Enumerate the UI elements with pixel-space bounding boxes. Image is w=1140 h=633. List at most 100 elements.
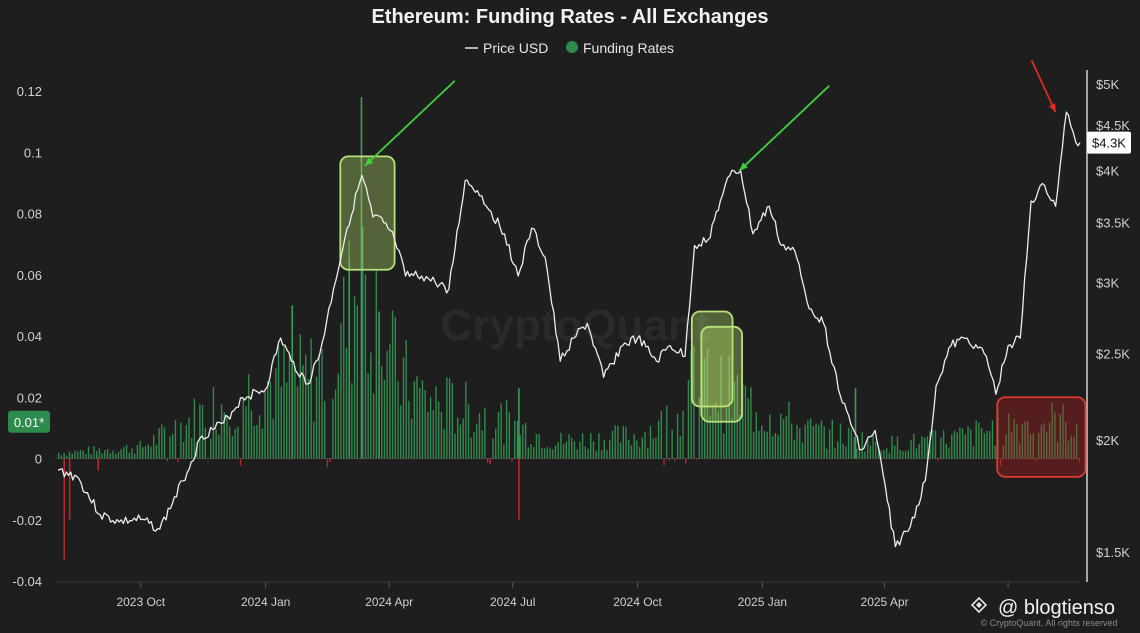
funding-bar bbox=[633, 434, 635, 459]
legend-price-label[interactable]: Price USD bbox=[483, 40, 548, 56]
green-highlight-box bbox=[700, 325, 743, 423]
funding-bar bbox=[766, 431, 768, 459]
funding-bar bbox=[429, 397, 432, 459]
green-arrow-head bbox=[739, 162, 748, 171]
funding-bar bbox=[63, 452, 65, 459]
funding-spike bbox=[518, 458, 520, 520]
funding-bar bbox=[269, 381, 272, 459]
funding-bar bbox=[777, 434, 779, 459]
funding-bar bbox=[87, 446, 90, 459]
funding-bar bbox=[375, 270, 377, 459]
funding-bar bbox=[98, 448, 101, 459]
funding-bar bbox=[598, 433, 600, 459]
funding-bar bbox=[538, 434, 540, 459]
funding-bar bbox=[397, 381, 399, 459]
funding-bar bbox=[432, 410, 434, 459]
funding-bar bbox=[755, 412, 758, 459]
legend[interactable]: Price USD Funding Rates bbox=[465, 40, 674, 56]
funding-bar bbox=[416, 376, 418, 459]
funding-bar bbox=[714, 402, 717, 459]
x-tick-label: 2025 Apr bbox=[861, 595, 909, 609]
funding-bar bbox=[839, 423, 842, 459]
funding-bar bbox=[351, 383, 353, 459]
funding-bar bbox=[614, 425, 616, 459]
funding-bar bbox=[343, 276, 345, 459]
funding-bar bbox=[1008, 413, 1010, 459]
funding-bar bbox=[421, 380, 424, 459]
funding-bar bbox=[326, 458, 329, 468]
funding-bar bbox=[161, 424, 163, 459]
funding-bar bbox=[410, 418, 413, 459]
author-handle: @ blogtienso bbox=[998, 597, 1115, 619]
funding-bar bbox=[622, 425, 625, 459]
funding-bar bbox=[780, 413, 782, 459]
funding-bar bbox=[657, 420, 660, 459]
funding-bar bbox=[638, 447, 641, 459]
funding-bar bbox=[1070, 435, 1072, 459]
funding-bar bbox=[90, 454, 92, 459]
funding-bar bbox=[478, 413, 481, 459]
funding-bar bbox=[508, 412, 511, 459]
funding-bar bbox=[1021, 423, 1024, 459]
funding-bar bbox=[220, 404, 223, 459]
funding-bar bbox=[541, 447, 543, 459]
funding-bar bbox=[796, 424, 798, 459]
funding-bar bbox=[329, 458, 331, 463]
funding-bar bbox=[177, 458, 179, 462]
funding-bar bbox=[790, 423, 793, 459]
funding-bar bbox=[600, 450, 603, 459]
funding-bar bbox=[655, 437, 657, 459]
right-tick-label: $3.5K bbox=[1096, 216, 1130, 231]
left-tick-label: 0.1 bbox=[24, 145, 42, 160]
left-tick-label: 0.08 bbox=[17, 207, 42, 222]
funding-bar bbox=[666, 405, 668, 459]
funding-bar bbox=[861, 432, 863, 459]
funding-bar bbox=[978, 422, 980, 459]
funding-bar bbox=[788, 401, 790, 459]
funding-bar bbox=[581, 433, 584, 459]
funding-spike bbox=[68, 458, 71, 520]
funding-bar bbox=[101, 453, 103, 459]
right-tick-label: $2K bbox=[1096, 433, 1119, 448]
funding-bar bbox=[163, 427, 166, 459]
funding-bar bbox=[663, 458, 665, 466]
funding-bar bbox=[400, 405, 402, 459]
funding-bar bbox=[660, 410, 663, 459]
funding-bar bbox=[112, 450, 114, 459]
funding-bar bbox=[305, 354, 307, 459]
funding-bar bbox=[58, 452, 60, 459]
funding-bar bbox=[980, 428, 983, 459]
funding-bar bbox=[503, 444, 505, 459]
funding-bar bbox=[812, 426, 815, 459]
funding-bar bbox=[96, 451, 98, 459]
funding-bar bbox=[609, 439, 611, 459]
funding-bar bbox=[801, 442, 804, 459]
funding-bar bbox=[907, 450, 910, 459]
funding-bar bbox=[522, 424, 524, 459]
funding-bar bbox=[630, 445, 633, 459]
funding-bar bbox=[155, 444, 158, 459]
funding-bar bbox=[296, 386, 299, 459]
left-tick-label: -0.02 bbox=[12, 513, 42, 528]
funding-spike bbox=[854, 388, 857, 459]
legend-funding-label[interactable]: Funding Rates bbox=[583, 40, 674, 56]
funding-bar bbox=[671, 429, 673, 459]
funding-bar bbox=[1056, 442, 1059, 459]
funding-bar bbox=[182, 441, 185, 459]
funding-bar bbox=[467, 404, 470, 459]
funding-bar bbox=[465, 381, 467, 459]
funding-bar bbox=[131, 448, 133, 459]
funding-bar bbox=[641, 437, 644, 459]
funding-bar bbox=[104, 450, 106, 459]
funding-bar bbox=[834, 447, 836, 459]
funding-bar bbox=[712, 405, 714, 459]
funding-bar bbox=[682, 410, 684, 459]
funding-bar bbox=[850, 429, 853, 459]
right-tick-label: $3K bbox=[1096, 275, 1119, 290]
funding-bar bbox=[427, 412, 429, 459]
funding-bar bbox=[408, 400, 410, 459]
funding-bar bbox=[628, 439, 630, 459]
funding-bar bbox=[128, 452, 130, 459]
funding-bar bbox=[617, 425, 619, 459]
funding-bar bbox=[571, 437, 573, 459]
